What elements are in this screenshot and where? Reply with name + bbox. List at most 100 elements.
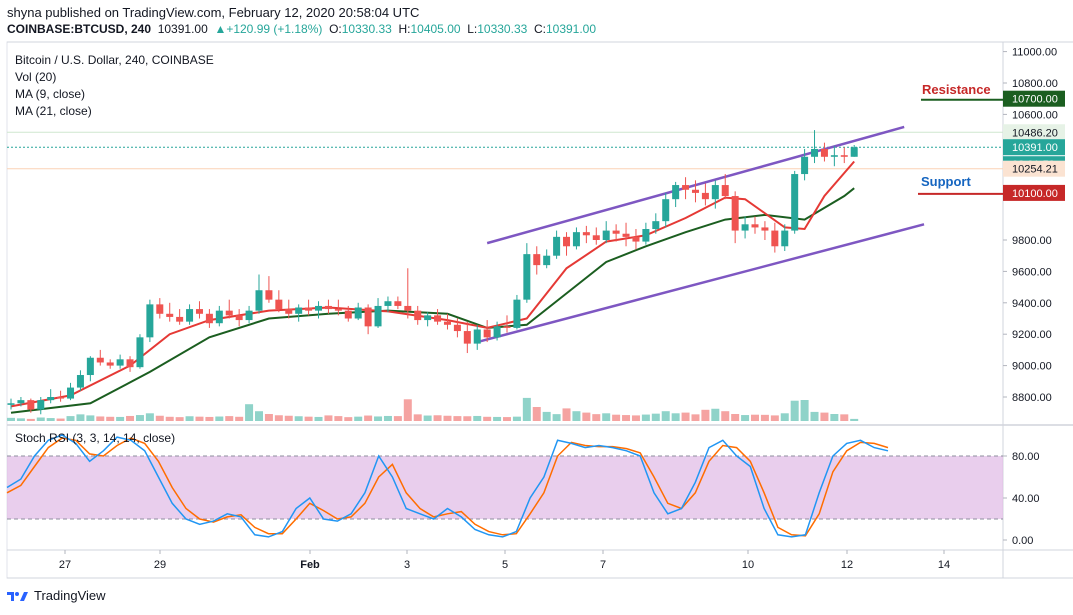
price-tick-label: 9400.00	[1012, 298, 1052, 310]
volume-bar	[423, 415, 432, 421]
volume-bar	[552, 414, 561, 421]
volume-bar	[661, 411, 670, 421]
legend-ma9: MA (9, close)	[15, 87, 86, 101]
volume-bar	[830, 414, 839, 421]
candle-body	[721, 185, 729, 197]
volume-bar	[790, 400, 799, 421]
candle-body	[394, 301, 402, 306]
time-tick-label: 10	[742, 559, 754, 571]
candle-body	[801, 156, 809, 175]
tradingview-brand[interactable]: TradingView	[6, 588, 106, 603]
volume-bar	[374, 416, 383, 421]
price-badge-bg	[1003, 139, 1065, 156]
candle-body	[215, 310, 223, 324]
volume-bar	[483, 416, 492, 421]
price-badge: 10391.00	[1003, 139, 1065, 156]
volume-bar	[393, 416, 402, 421]
volume-bar	[463, 416, 472, 421]
volume-bar	[304, 416, 313, 421]
price-badge-bg	[1003, 160, 1065, 177]
volume-bar	[66, 416, 75, 421]
candle-body	[652, 221, 660, 230]
volume-bar	[116, 416, 125, 421]
time-tick-label: 7	[600, 559, 606, 571]
price-badge-label: 10254.21	[1012, 164, 1058, 176]
candle-body	[235, 315, 243, 321]
volume-bar	[850, 418, 859, 421]
volume-bar	[751, 414, 759, 421]
price-badge: 10700.00	[1003, 90, 1065, 107]
price-badge-label: 10391.00	[1012, 142, 1058, 154]
volume-bar	[235, 416, 244, 421]
brand-label: TradingView	[34, 588, 106, 603]
candle-body	[691, 189, 699, 193]
volume-bar	[731, 414, 740, 421]
volume-bar	[26, 418, 35, 421]
volume-bar	[622, 415, 631, 421]
candle-body	[840, 155, 848, 157]
legend-stoch-rsi: Stoch RSI (3, 3, 14, 14, close)	[15, 431, 176, 445]
candle-body	[176, 316, 184, 322]
candle-body	[156, 304, 164, 314]
price-badge-label: 10700.00	[1012, 94, 1058, 106]
volume-bar	[185, 416, 194, 421]
price-badge-bg	[1003, 90, 1065, 107]
candle-body	[275, 299, 283, 310]
volume-bar	[383, 415, 392, 421]
price-badge-bg	[1003, 124, 1065, 141]
candle-body	[572, 232, 580, 247]
candle-body	[811, 148, 819, 157]
candle-body	[205, 313, 213, 324]
price-badge-label: 10100.00	[1012, 188, 1058, 200]
volume-bar	[215, 416, 224, 421]
volume-bar	[592, 414, 601, 421]
volume-bar	[681, 412, 690, 421]
volume-bar	[175, 417, 184, 421]
candle-body	[820, 148, 828, 157]
volume-bar	[572, 411, 581, 421]
price-badge: 10486.20	[1003, 124, 1065, 141]
candle-body	[305, 307, 313, 311]
volume-bar	[493, 416, 502, 421]
candle-body	[47, 397, 55, 401]
volume-bar	[701, 409, 710, 421]
high-value: 10405.00	[410, 22, 461, 36]
candle-body	[592, 235, 600, 240]
time-tick-label: 29	[154, 559, 166, 571]
volume-bar	[503, 417, 511, 421]
candle-body	[751, 224, 759, 228]
volume-bar	[344, 417, 353, 421]
volume-bar	[96, 416, 105, 421]
candle-body	[543, 255, 551, 266]
volume-bar	[76, 414, 85, 421]
candle-body	[146, 304, 154, 338]
ohlc-line: COINBASE:BTCUSD, 240 10391.00 ▲+120.99 (…	[7, 22, 596, 36]
volume-bar	[631, 415, 640, 421]
rsi-tick-label: 0.00	[1012, 535, 1033, 547]
volume-bar	[126, 415, 135, 421]
candle-body	[563, 236, 571, 247]
rsi-band	[7, 456, 1003, 519]
volume-bar	[36, 417, 45, 421]
candle-body	[434, 315, 442, 322]
candle-body	[96, 357, 104, 363]
volume-bar	[334, 416, 343, 421]
volume-bar	[195, 416, 204, 421]
volume-bar	[165, 416, 174, 421]
price-tick-label: 11000.00	[1012, 47, 1057, 59]
candle-body	[582, 232, 590, 236]
change-arrow-icon: ▲	[214, 22, 227, 36]
resistance-label: Resistance	[922, 82, 991, 97]
low-value: 10330.33	[477, 22, 528, 36]
candle-body	[334, 309, 342, 311]
candle-body	[850, 147, 858, 157]
price-badge-bg	[1003, 184, 1065, 201]
candle-body	[86, 357, 94, 376]
price-tick-label: 9000.00	[1012, 361, 1052, 373]
volume-bar	[770, 415, 779, 421]
volume-bar	[562, 408, 571, 421]
volume-bar	[760, 414, 769, 421]
candle-body	[642, 229, 650, 242]
candle-body	[602, 230, 610, 240]
